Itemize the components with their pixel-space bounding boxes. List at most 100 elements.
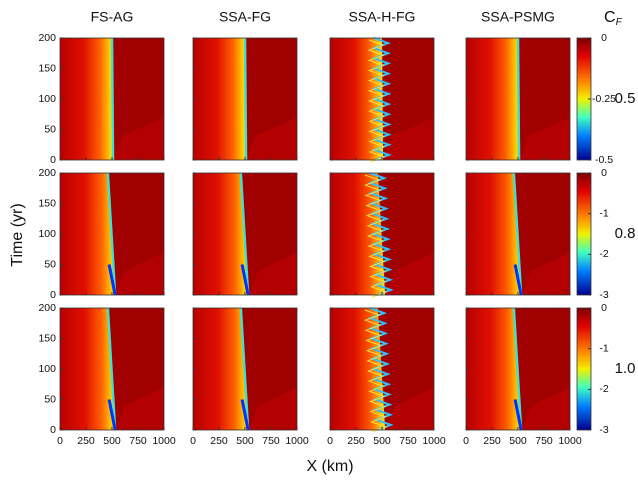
- panel-front: [243, 37, 248, 161]
- colorbar-title: CF: [604, 9, 623, 27]
- colorbar-tick-label: -1: [599, 207, 608, 219]
- colorbar-tick-label: -1: [599, 342, 608, 354]
- panel-shade: [519, 117, 570, 160]
- y-tick-label: 200: [38, 32, 56, 44]
- colorbar-tick-label: -2: [599, 383, 608, 395]
- colorbar-tick-label: -0.5: [595, 154, 613, 166]
- x-tick-label: 500: [103, 435, 121, 447]
- panel-field: [60, 38, 114, 160]
- x-tick-label: 750: [399, 435, 417, 447]
- x-tick-label: 750: [262, 435, 280, 447]
- panel-front: [239, 172, 250, 296]
- colorbar-title-main: C: [604, 9, 616, 26]
- colorbar-tick-label: 0: [601, 302, 607, 314]
- x-tick-label: 1000: [422, 435, 446, 447]
- x-tick-label: 500: [509, 435, 527, 447]
- y-tick-label: 150: [38, 62, 56, 74]
- panel-shade: [115, 252, 164, 295]
- colorbar-tick-label: -0.25: [592, 93, 616, 105]
- colorbar: [576, 172, 592, 296]
- panel-front-noise: [363, 174, 388, 298]
- x-tick-label: 500: [236, 435, 254, 447]
- x-tick-label: 500: [373, 435, 391, 447]
- panel-front-core: [107, 264, 117, 296]
- panel-field: [466, 173, 522, 295]
- x-tick-label: 0: [463, 435, 469, 447]
- panel-field: [330, 38, 384, 160]
- x-tick-label: 0: [57, 435, 63, 447]
- y-axis-label: Time (yr): [9, 203, 26, 266]
- colorbar-tick-label: -3: [599, 289, 608, 301]
- panel-front-core: [240, 399, 250, 431]
- colorbar-tick-label: -3: [599, 424, 608, 436]
- y-tick-label: 0: [50, 154, 56, 166]
- panel-front-core: [240, 264, 250, 296]
- panel-field: [193, 173, 249, 295]
- y-tick-label: 50: [44, 123, 56, 135]
- x-tick-label: 250: [77, 435, 95, 447]
- y-tick-label: 50: [44, 258, 56, 270]
- panel-shade: [248, 387, 297, 430]
- panel-front: [106, 172, 117, 296]
- x-tick-label: 250: [347, 435, 365, 447]
- panel-shade: [385, 387, 434, 430]
- panel-field: [60, 308, 116, 430]
- panel-shade: [521, 252, 570, 295]
- colorbar-title-subscript: F: [616, 17, 623, 28]
- x-axis-label: X (km): [306, 458, 353, 475]
- colorbar-tick-label: -2: [599, 248, 608, 260]
- colorbar-tick-label: 0: [601, 167, 607, 179]
- row-label: 0.8: [615, 225, 636, 242]
- panel-front-core: [107, 399, 117, 431]
- y-tick-label: 150: [38, 332, 56, 344]
- panel-front: [512, 307, 523, 431]
- panel-shade: [115, 387, 164, 430]
- panel-front-core: [513, 399, 523, 431]
- colorbar: [576, 307, 592, 431]
- panel-front: [516, 37, 521, 161]
- colorbar-tick-label: 0: [601, 32, 607, 44]
- panel-shade: [521, 387, 570, 430]
- panel-front: [239, 307, 250, 431]
- row-label: 0.5: [615, 90, 636, 107]
- panel-front-noise: [363, 309, 388, 433]
- panel-front: [110, 37, 115, 161]
- panel-shade: [248, 252, 297, 295]
- y-tick-label: 0: [50, 424, 56, 436]
- row-label: 1.0: [615, 360, 636, 377]
- panel-shade: [383, 117, 434, 160]
- panel-front: [106, 307, 117, 431]
- x-tick-label: 0: [327, 435, 333, 447]
- x-tick-label: 0: [190, 435, 196, 447]
- panel-front-core: [513, 264, 523, 296]
- x-tick-label: 750: [535, 435, 553, 447]
- panel-front: [512, 172, 523, 296]
- y-tick-label: 50: [44, 393, 56, 405]
- y-tick-label: 150: [38, 197, 56, 209]
- column-title: SSA-FG: [219, 9, 271, 25]
- panel-front-noise: [367, 39, 386, 163]
- y-tick-label: 100: [38, 363, 56, 375]
- panel-field: [60, 173, 116, 295]
- x-tick-label: 1000: [558, 435, 582, 447]
- x-tick-label: 250: [210, 435, 228, 447]
- x-tick-label: 1000: [152, 435, 176, 447]
- column-title: SSA-H-FG: [349, 9, 416, 25]
- y-tick-label: 100: [38, 93, 56, 105]
- x-tick-label: 750: [129, 435, 147, 447]
- panel-field: [193, 308, 249, 430]
- panel-field: [466, 308, 522, 430]
- panel-field: [466, 38, 520, 160]
- panel-field: [193, 38, 247, 160]
- x-tick-label: 250: [483, 435, 501, 447]
- panel-shade: [246, 117, 297, 160]
- panel-shade: [113, 117, 164, 160]
- y-tick-label: 0: [50, 289, 56, 301]
- y-tick-label: 200: [38, 302, 56, 314]
- column-title: FS-AG: [91, 9, 134, 25]
- y-tick-label: 200: [38, 167, 56, 179]
- x-tick-label: 1000: [285, 435, 309, 447]
- panel-shade: [385, 252, 434, 295]
- column-title: SSA-PSMG: [481, 9, 555, 25]
